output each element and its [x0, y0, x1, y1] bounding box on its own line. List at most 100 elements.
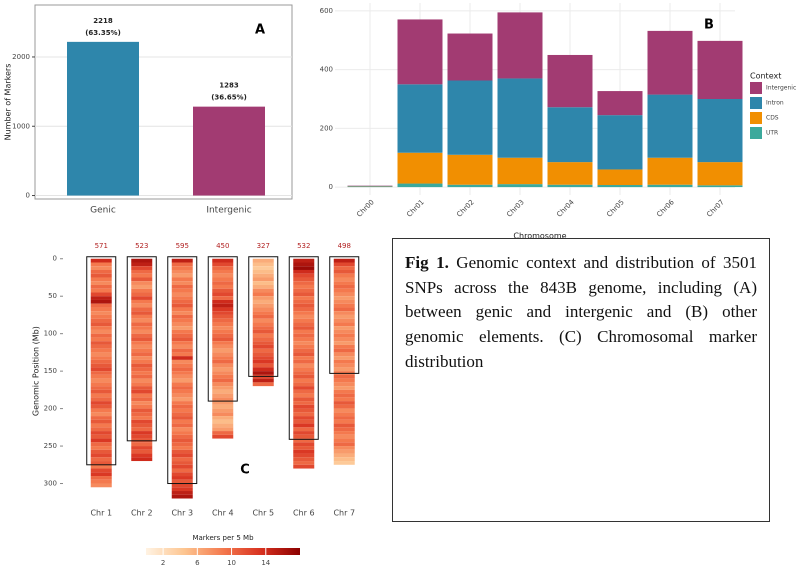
y-tick-label: 150 [44, 367, 57, 375]
bin [90, 461, 112, 465]
bin [252, 303, 274, 308]
x-tick-label: Chr03 [505, 198, 526, 219]
bin [171, 359, 193, 364]
bin [90, 341, 112, 345]
bin [252, 314, 274, 319]
bin [171, 281, 193, 285]
bin [90, 311, 112, 315]
bar-segment [547, 54, 593, 108]
bin [293, 281, 315, 285]
bin [90, 386, 112, 390]
bin [252, 356, 274, 360]
bar-segment [497, 12, 543, 79]
bin [212, 356, 234, 360]
bracket [126, 256, 157, 442]
bin [171, 464, 193, 469]
y-tick-label: 200 [44, 405, 57, 413]
bar-segment [447, 154, 493, 185]
total-label: 450 [216, 242, 229, 250]
bin [252, 284, 274, 289]
bin [293, 356, 315, 360]
bin [131, 303, 153, 308]
bin [90, 329, 112, 334]
bin [90, 382, 112, 387]
legend-swatch [750, 127, 762, 139]
bin [90, 348, 112, 353]
bin [212, 299, 234, 304]
bin [171, 341, 193, 345]
panel-label: B [704, 18, 714, 33]
bin [171, 461, 193, 465]
bin [252, 344, 274, 349]
bin [212, 412, 234, 417]
bin [293, 258, 315, 263]
bin [293, 367, 315, 372]
bin [171, 468, 193, 473]
bin [90, 356, 112, 360]
caption-text: Genomic context and distribution of 3501… [405, 253, 758, 371]
bin [90, 374, 112, 379]
bin [171, 311, 193, 315]
bin [90, 378, 112, 383]
bar-segment [397, 19, 443, 85]
bin [293, 322, 315, 327]
bin [212, 374, 234, 379]
colorbar-tick-label: 10 [227, 559, 236, 567]
bin [171, 352, 193, 357]
bar [193, 106, 265, 196]
bin [131, 333, 153, 338]
bin [293, 314, 315, 319]
legend-title: Context [750, 72, 781, 81]
y-tick-label: 0 [26, 192, 30, 200]
bin [333, 326, 355, 330]
bin [212, 416, 234, 420]
bin [293, 408, 315, 413]
bin [90, 446, 112, 450]
y-tick-label: 100 [44, 330, 57, 338]
bin [90, 307, 112, 312]
bin [293, 374, 315, 379]
bin [252, 296, 274, 300]
bin [293, 311, 315, 315]
bracket [207, 256, 238, 402]
bin [293, 397, 315, 402]
bin [333, 427, 355, 432]
bar-segment [397, 183, 443, 188]
bin [212, 273, 234, 278]
bin [333, 434, 355, 439]
bin [252, 348, 274, 353]
bin [212, 431, 234, 435]
bin [212, 397, 234, 402]
bin [212, 329, 234, 334]
bar-segment [447, 184, 493, 188]
bin [252, 333, 274, 338]
bin [293, 412, 315, 417]
bin [333, 449, 355, 454]
bin [293, 269, 315, 274]
bin [252, 382, 274, 387]
bin [131, 314, 153, 319]
bin [212, 266, 234, 270]
bin [333, 386, 355, 390]
bin [90, 288, 112, 293]
bin [131, 262, 153, 267]
bin [252, 258, 274, 263]
bin [171, 449, 193, 454]
x-tick-label: Chr05 [605, 198, 626, 219]
bin [171, 412, 193, 417]
bin [212, 284, 234, 289]
bin [90, 284, 112, 289]
bin [131, 427, 153, 432]
bin [171, 457, 193, 462]
y-tick-label: 2000 [12, 53, 30, 61]
bin [171, 277, 193, 282]
bin [131, 416, 153, 420]
bin [212, 296, 234, 300]
bin [212, 277, 234, 282]
bin [90, 401, 112, 405]
bin [293, 371, 315, 375]
bin [131, 307, 153, 312]
bin [293, 307, 315, 312]
